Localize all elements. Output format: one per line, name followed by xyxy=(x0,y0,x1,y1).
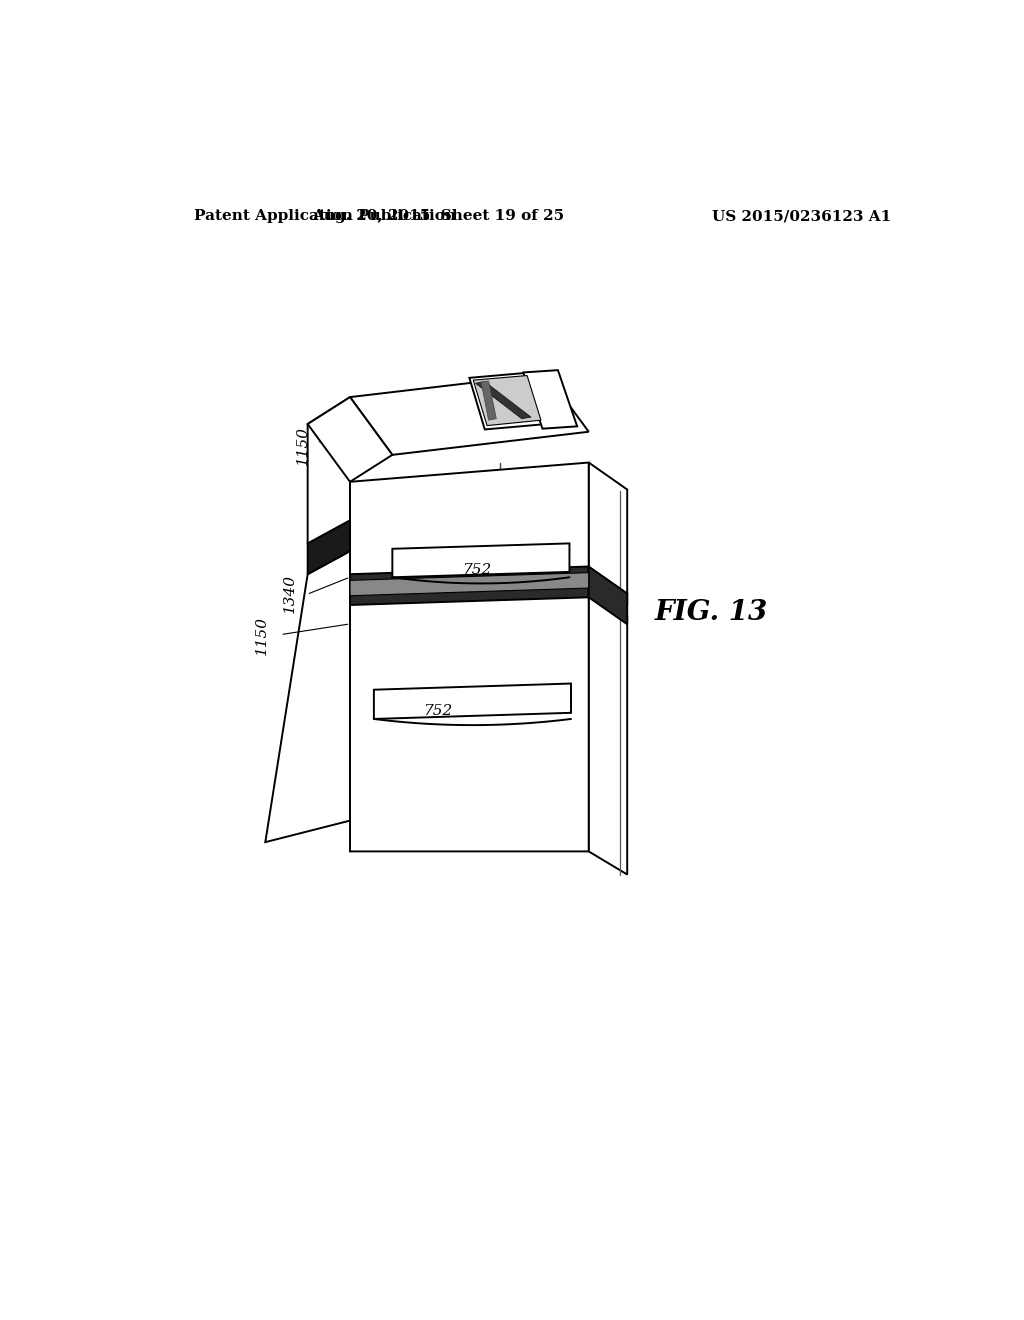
Text: 1150: 1150 xyxy=(255,616,269,655)
Polygon shape xyxy=(589,590,628,875)
Polygon shape xyxy=(475,381,531,418)
Polygon shape xyxy=(265,552,350,842)
Polygon shape xyxy=(350,566,589,605)
Text: 752: 752 xyxy=(423,705,453,718)
Text: US 2015/0236123 A1: US 2015/0236123 A1 xyxy=(712,209,891,223)
Text: 1340: 1340 xyxy=(283,574,297,612)
Polygon shape xyxy=(307,397,350,570)
Polygon shape xyxy=(350,462,589,586)
Text: FIG. 13: FIG. 13 xyxy=(654,599,767,626)
Polygon shape xyxy=(307,520,350,574)
Polygon shape xyxy=(523,370,578,429)
Text: 1150: 1150 xyxy=(296,426,310,465)
Polygon shape xyxy=(307,397,392,482)
Polygon shape xyxy=(481,381,497,420)
Polygon shape xyxy=(392,544,569,577)
Polygon shape xyxy=(374,684,571,719)
Polygon shape xyxy=(469,372,547,429)
Polygon shape xyxy=(350,573,589,595)
Polygon shape xyxy=(589,566,628,624)
Polygon shape xyxy=(350,590,589,851)
Polygon shape xyxy=(350,374,589,455)
Text: 752: 752 xyxy=(462,564,490,577)
Text: Aug. 20, 2015  Sheet 19 of 25: Aug. 20, 2015 Sheet 19 of 25 xyxy=(312,209,564,223)
Text: Patent Application Publication: Patent Application Publication xyxy=(194,209,456,223)
Polygon shape xyxy=(473,376,541,425)
Polygon shape xyxy=(589,462,628,605)
